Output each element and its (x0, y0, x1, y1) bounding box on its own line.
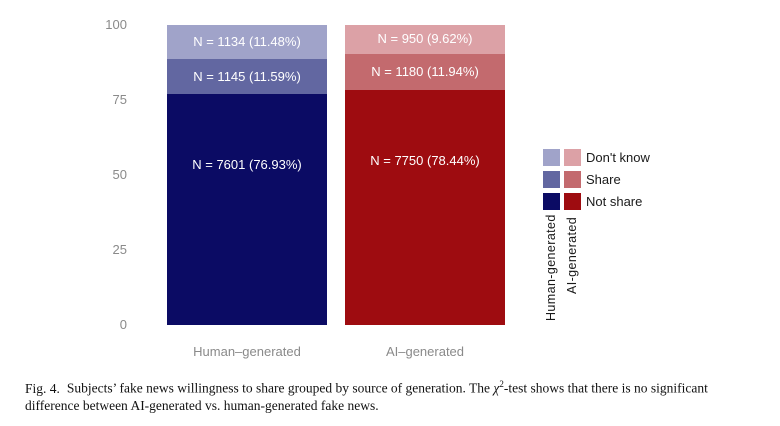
figure-caption-number: Fig. 4. (25, 380, 60, 396)
chi-symbol: χ (493, 380, 500, 396)
legend-swatch-human-dont-know (543, 149, 560, 166)
segment-value-label: N = 7750 (78.44%) (370, 153, 480, 169)
legend-column-label-ai-generated: AI-generated (565, 216, 579, 294)
segment-value-label: N = 1180 (11.94%) (371, 63, 479, 79)
legend-label-share: Share (586, 172, 621, 187)
figure-caption-text-1: Subjects’ fake news willingness to share… (66, 380, 494, 396)
segment-value-label: N = 950 (9.62%) (377, 31, 473, 47)
x-label-human-generated: Human–generated (193, 344, 301, 359)
legend-swatch-ai-share (564, 171, 581, 188)
legend-swatch-ai-dont-know (564, 149, 581, 166)
x-label-ai-generated: AI–generated (385, 344, 465, 359)
segment-value-label: N = 1134 (11.48%) (193, 34, 301, 50)
legend-swatch-human-not-share (543, 193, 560, 210)
legend-label-dont-know: Don't know (586, 150, 650, 165)
segment-ai-share: N = 1180 (11.94%) (345, 53, 505, 90)
legend-label-not-share: Not share (586, 194, 643, 209)
y-tick-75: 75 (112, 92, 127, 107)
legend-column-label-human-generated: Human-generated (544, 214, 558, 321)
y-tick-0: 0 (119, 317, 127, 332)
chi-exponent: 2 (499, 379, 504, 389)
bar-ai-generated: N = 950 (9.62%) N = 1180 (11.94%) N = 77… (345, 25, 505, 325)
bar-human-generated: N = 1134 (11.48%) N = 1145 (11.59%) N = … (167, 25, 327, 325)
figure-caption-text-3: difference between AI-generated vs. huma… (25, 397, 379, 413)
y-tick-50: 50 (112, 167, 127, 182)
legend-swatch-ai-not-share (564, 193, 581, 210)
segment-human-share: N = 1145 (11.59%) (167, 59, 327, 95)
y-tick-25: 25 (112, 242, 127, 257)
figure-caption: Fig. 4. Subjects’ fake news willingness t… (25, 376, 767, 414)
segment-value-label: N = 1145 (11.59%) (193, 68, 301, 84)
y-tick-100: 100 (105, 17, 127, 32)
segment-ai-not-share: N = 7750 (78.44%) (345, 89, 505, 325)
figure-caption-text-2: -test shows that there is no significant (503, 380, 708, 396)
segment-human-not-share: N = 7601 (76.93%) (167, 94, 327, 325)
segment-human-dont-know: N = 1134 (11.48%) (167, 25, 327, 60)
segment-ai-dont-know: N = 950 (9.62%) (345, 25, 505, 54)
segment-value-label: N = 7601 (76.93%) (192, 156, 302, 172)
legend-swatch-human-share (543, 171, 560, 188)
